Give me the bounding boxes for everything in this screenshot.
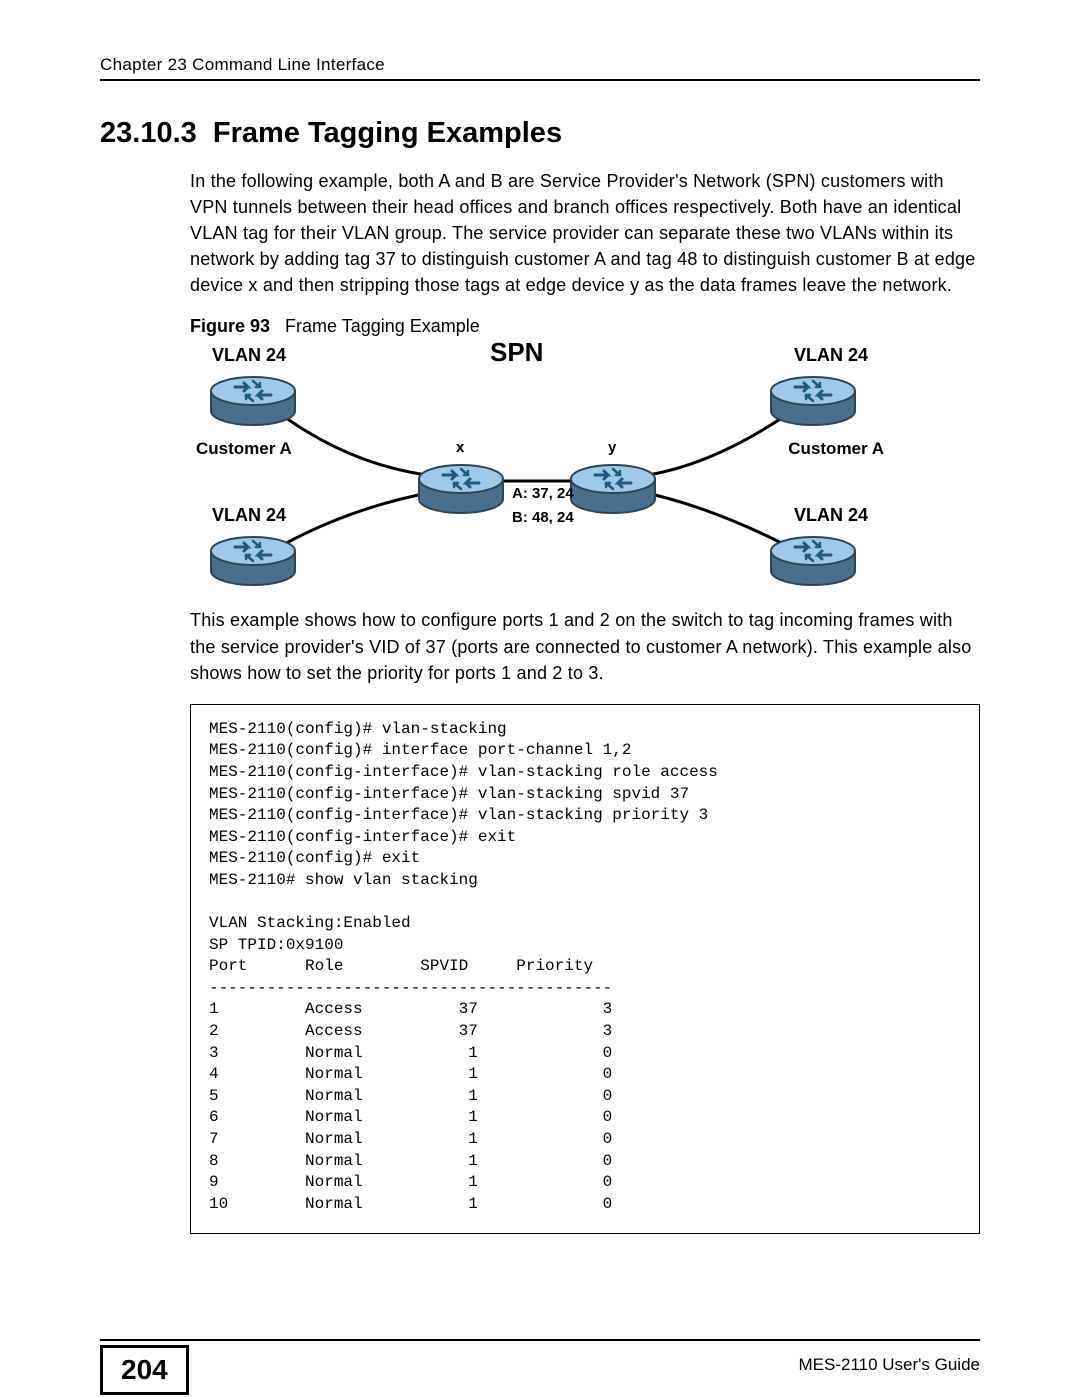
- diagram-title: SPN: [490, 337, 543, 368]
- page-footer: 204 MES-2110 User's Guide: [100, 1339, 980, 1349]
- guide-title: MES-2110 User's Guide: [798, 1355, 980, 1375]
- label-vlan24-tl: VLAN 24: [212, 345, 286, 366]
- section-heading: 23.10.3 Frame Tagging Examples: [100, 117, 980, 150]
- cli-text: MES-2110(config)# vlan-stacking MES-2110…: [209, 720, 718, 1213]
- page-number: 204: [100, 1345, 189, 1395]
- chapter-header: Chapter 23 Command Line Interface: [100, 55, 980, 81]
- label-vlan24-tr: VLAN 24: [794, 345, 868, 366]
- label-b-tag: B: 48, 24: [512, 509, 574, 526]
- section-number: 23.10.3: [100, 117, 197, 149]
- section-title-text: Frame Tagging Examples: [213, 117, 562, 149]
- label-x: x: [456, 439, 464, 456]
- figure-caption-text: Frame Tagging Example: [285, 316, 480, 336]
- label-customer-a-right: Customer A: [788, 439, 884, 459]
- intro-paragraph: In the following example, both A and B a…: [190, 168, 980, 298]
- cli-output-box: MES-2110(config)# vlan-stacking MES-2110…: [190, 704, 980, 1235]
- label-customer-a-left: Customer A: [196, 439, 292, 459]
- config-paragraph: This example shows how to configure port…: [190, 607, 980, 685]
- label-y: y: [608, 439, 616, 456]
- figure-caption: Figure 93 Frame Tagging Example: [190, 316, 980, 337]
- label-vlan24-br: VLAN 24: [794, 505, 868, 526]
- label-vlan24-bl: VLAN 24: [212, 505, 286, 526]
- label-a-tag: A: 37, 24: [512, 485, 574, 502]
- diagram-svg: [190, 343, 890, 593]
- figure-label: Figure 93: [190, 316, 270, 336]
- network-diagram: VLAN 24 VLAN 24 VLAN 24 VLAN 24 Customer…: [190, 343, 890, 593]
